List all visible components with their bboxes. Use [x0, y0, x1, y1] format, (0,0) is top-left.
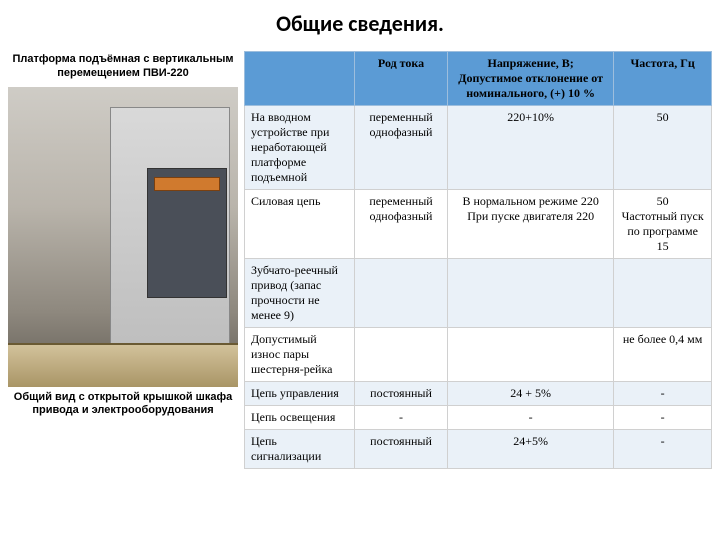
- cell-rod: -: [355, 406, 448, 430]
- table-row: Допустимый износ пары шестерня-рейка не б…: [245, 328, 712, 382]
- cell-param: На вводном устройстве при неработающей п…: [245, 106, 355, 190]
- cell-volt: 24 + 5%: [448, 382, 614, 406]
- image-caption-bottom: Общий вид с открытой крышкой шкафа приво…: [8, 387, 238, 419]
- table-row: Цепь сигнализациипостоянный24+5%-: [245, 430, 712, 469]
- table-row: Цепь управленияпостоянный24 + 5%-: [245, 382, 712, 406]
- cell-freq: не более 0,4 мм: [614, 328, 712, 382]
- cell-param: Силовая цепь: [245, 190, 355, 259]
- cell-param: Цепь сигнализации: [245, 430, 355, 469]
- image-column: Платформа подъёмная с вертикальным перем…: [8, 51, 238, 469]
- cell-volt: 24+5%: [448, 430, 614, 469]
- table-column: Род тока Напряжение, В; Допустимое откло…: [244, 51, 712, 469]
- floor-shape: [8, 343, 238, 387]
- content-row: Платформа подъёмная с вертикальным перем…: [0, 51, 720, 469]
- cell-rod: [355, 328, 448, 382]
- cell-rod: постоянный: [355, 430, 448, 469]
- image-caption-top: Платформа подъёмная с вертикальным перем…: [8, 51, 238, 83]
- cell-freq: -: [614, 430, 712, 469]
- cell-volt: В нормальном режиме 220 При пуске двигат…: [448, 190, 614, 259]
- cell-volt: 220+10%: [448, 106, 614, 190]
- cell-rod: постоянный: [355, 382, 448, 406]
- cell-freq: 50 Частотный пуск по программе 15: [614, 190, 712, 259]
- table-row: Цепь освещения---: [245, 406, 712, 430]
- cell-rod: переменный однофазный: [355, 106, 448, 190]
- cell-freq: -: [614, 382, 712, 406]
- cell-param: Зубчато-реечный привод (запас прочности …: [245, 259, 355, 328]
- cell-volt: -: [448, 406, 614, 430]
- th-param: [245, 52, 355, 106]
- control-panel-shape: [147, 168, 227, 298]
- cell-param: Цепь освещения: [245, 406, 355, 430]
- cell-freq: [614, 259, 712, 328]
- table-row: Силовая цепьпеременный однофазныйВ норма…: [245, 190, 712, 259]
- cell-param: Цепь управления: [245, 382, 355, 406]
- cell-freq: 50: [614, 106, 712, 190]
- cell-rod: переменный однофазный: [355, 190, 448, 259]
- spec-table: Род тока Напряжение, В; Допустимое откло…: [244, 51, 712, 469]
- cell-volt: [448, 259, 614, 328]
- table-body: На вводном устройстве при неработающей п…: [245, 106, 712, 469]
- th-rod: Род тока: [355, 52, 448, 106]
- cell-rod: [355, 259, 448, 328]
- table-row: Зубчато-реечный привод (запас прочности …: [245, 259, 712, 328]
- page-title: Общие сведения.: [0, 0, 720, 51]
- cell-param: Допустимый износ пары шестерня-рейка: [245, 328, 355, 382]
- cabinet-shape: [110, 107, 230, 367]
- th-volt: Напряжение, В; Допустимое отклонение от …: [448, 52, 614, 106]
- equipment-photo: [8, 87, 238, 387]
- panel-strip: [154, 177, 220, 191]
- cell-freq: -: [614, 406, 712, 430]
- cell-volt: [448, 328, 614, 382]
- th-freq: Частота, Гц: [614, 52, 712, 106]
- table-row: На вводном устройстве при неработающей п…: [245, 106, 712, 190]
- table-header-row: Род тока Напряжение, В; Допустимое откло…: [245, 52, 712, 106]
